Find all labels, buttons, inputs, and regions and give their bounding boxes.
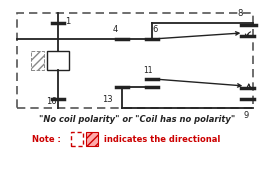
Bar	[17, 13, 253, 108]
Bar	[86, 132, 98, 146]
Text: Note :: Note :	[32, 135, 64, 144]
Text: 4: 4	[113, 25, 118, 34]
Text: 13: 13	[103, 95, 113, 104]
Bar	[48, 51, 69, 70]
Bar	[31, 51, 45, 70]
Text: indicates the directional: indicates the directional	[101, 135, 220, 144]
Text: 16: 16	[46, 97, 57, 106]
Text: 9: 9	[244, 111, 249, 120]
Bar	[71, 132, 83, 146]
Text: 8: 8	[237, 9, 243, 18]
Text: "No coil polarity" or "Coil has no polarity": "No coil polarity" or "Coil has no polar…	[39, 115, 235, 124]
Text: 11: 11	[143, 66, 153, 75]
Text: 6: 6	[153, 25, 158, 34]
Text: 1: 1	[65, 17, 70, 26]
